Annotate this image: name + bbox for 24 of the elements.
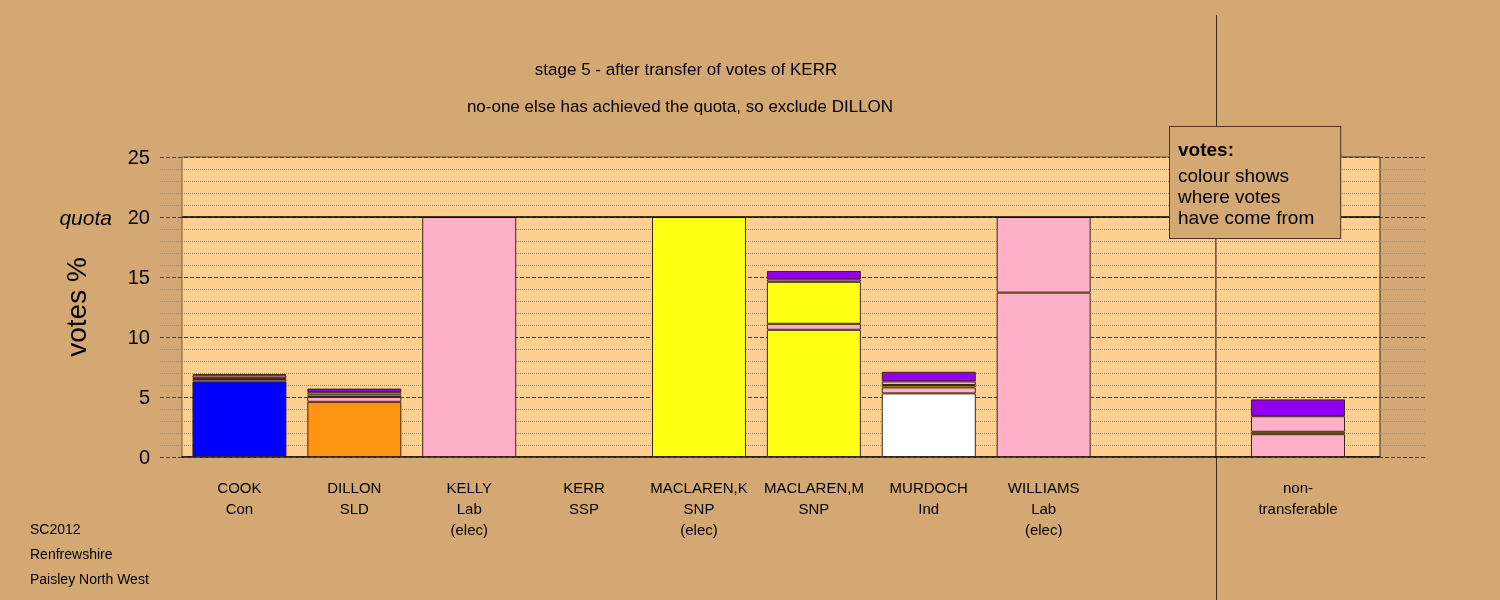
annotation: votes: [1178, 138, 1234, 160]
x-tick-label: MACLAREN,K SNP (elec) [650, 479, 748, 538]
y-tick-label: 25 [127, 146, 150, 168]
chart-subtitle: no-one else has achieved the quota, so exclude DILLON [466, 97, 894, 116]
x-tick-label: KELLY Lab (elec) [446, 479, 493, 538]
chart-title: stage 5 - after transfer of votes of KERR [534, 60, 838, 79]
y-tick-label: 5 [138, 386, 150, 408]
y-tick-label: 15 [127, 266, 150, 288]
x-tick-label: WILLIAMS Lab (elec) [1007, 479, 1080, 538]
x-tick-label: non- transferable [1258, 479, 1338, 517]
y-tick-label: 20 [127, 206, 150, 228]
x-tick-label: MURDOCH Ind [889, 479, 968, 517]
ref-line-label: quota [59, 205, 112, 229]
text: Paisley North West [30, 571, 149, 587]
text: Renfrewshire [30, 546, 113, 562]
x-tick-label: DILLON SLD [327, 479, 382, 517]
annotation: colour shows where votes have come from [1177, 165, 1315, 228]
x-tick-label: MACLAREN,M SNP [763, 479, 864, 517]
x-tick-label: KERR SSP [563, 479, 606, 517]
x-tick-label: COOK Con [217, 479, 262, 517]
y-axis-title: votes % [60, 257, 92, 357]
text: SC2012 [30, 521, 81, 537]
y-tick-label: 10 [127, 326, 150, 348]
y-tick-label: 0 [138, 446, 150, 468]
